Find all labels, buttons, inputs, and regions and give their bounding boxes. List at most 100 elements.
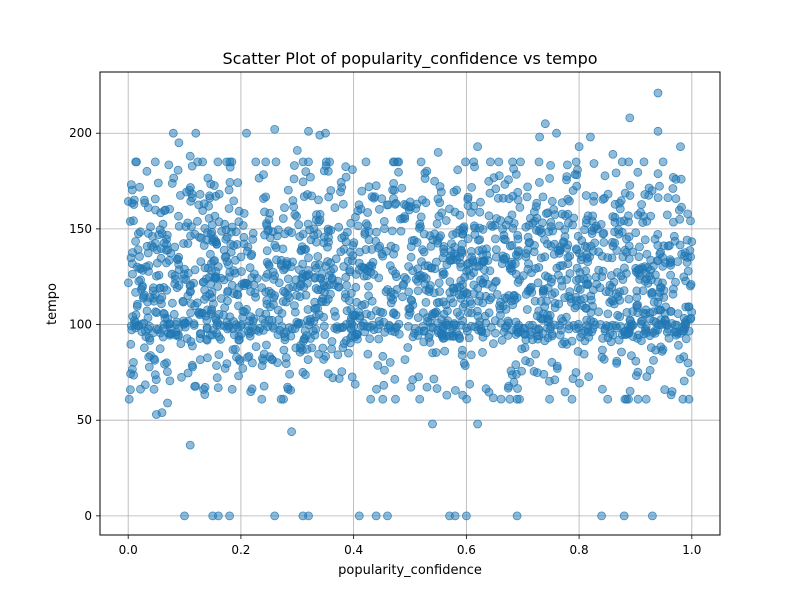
scatter-point bbox=[213, 318, 223, 327]
scatter-point bbox=[530, 207, 539, 217]
scatter-point bbox=[213, 282, 223, 291]
scatter-point bbox=[261, 157, 271, 167]
x-axis-label: popularity_confidence bbox=[338, 563, 482, 578]
scatter-point bbox=[371, 511, 381, 521]
scatter-point bbox=[531, 264, 540, 273]
scatter-point bbox=[560, 337, 569, 347]
scatter-point bbox=[230, 344, 240, 354]
scatter-point bbox=[371, 236, 381, 246]
scatter-point bbox=[641, 394, 651, 404]
scatter-point bbox=[404, 287, 414, 297]
scatter-point bbox=[162, 367, 172, 377]
scatter-point bbox=[126, 180, 136, 190]
scatter-point bbox=[515, 202, 525, 212]
scatter-point bbox=[241, 278, 251, 288]
scatter-point bbox=[333, 350, 343, 360]
scatter-point bbox=[633, 265, 643, 275]
scatter-point bbox=[394, 167, 403, 177]
scatter-point bbox=[186, 308, 196, 318]
scatter-point bbox=[512, 511, 522, 521]
scatter-point bbox=[205, 249, 215, 259]
scatter-point bbox=[337, 367, 347, 377]
scatter-point bbox=[202, 353, 212, 363]
scatter-point bbox=[310, 260, 320, 270]
scatter-point bbox=[631, 228, 641, 238]
scatter-point bbox=[346, 218, 356, 228]
scatter-point bbox=[440, 346, 450, 356]
scatter-point bbox=[491, 245, 501, 255]
scatter-point bbox=[581, 191, 591, 200]
scatter-point bbox=[534, 157, 544, 167]
scatter-point bbox=[429, 374, 439, 384]
scatter-point bbox=[536, 253, 546, 263]
scatter-point bbox=[336, 177, 346, 187]
scatter-point bbox=[554, 270, 563, 280]
scatter-point bbox=[568, 374, 578, 384]
scatter-point bbox=[486, 322, 496, 332]
scatter-point bbox=[637, 316, 646, 326]
scatter-point bbox=[675, 214, 685, 224]
scatter-point bbox=[476, 275, 486, 285]
scatter-point bbox=[496, 394, 506, 404]
scatter-point bbox=[673, 309, 683, 319]
scatter-point bbox=[626, 316, 635, 326]
scatter-point bbox=[465, 379, 475, 389]
scatter-point bbox=[679, 376, 689, 386]
scatter-point bbox=[245, 263, 255, 273]
scatter-point bbox=[389, 249, 399, 259]
scatter-point bbox=[648, 511, 657, 521]
scatter-point bbox=[545, 310, 555, 320]
scatter-point bbox=[203, 173, 213, 183]
scatter-point bbox=[262, 220, 272, 230]
scatter-point bbox=[400, 355, 410, 365]
scatter-point bbox=[485, 295, 494, 305]
scatter-point bbox=[389, 185, 399, 195]
scatter-point bbox=[185, 185, 194, 195]
scatter-point bbox=[195, 310, 205, 320]
scatter-point bbox=[251, 157, 261, 167]
scatter-point bbox=[499, 327, 509, 337]
scatter-point bbox=[596, 319, 605, 329]
scatter-point bbox=[130, 320, 139, 330]
scatter-point bbox=[653, 126, 663, 136]
scatter-point bbox=[338, 199, 348, 209]
scatter-point bbox=[495, 301, 505, 311]
scatter-point bbox=[314, 195, 323, 205]
scatter-point bbox=[511, 330, 521, 339]
scatter-point bbox=[433, 147, 443, 157]
scatter-point bbox=[383, 200, 393, 210]
scatter-point bbox=[618, 275, 628, 284]
scatter-point bbox=[595, 283, 605, 293]
scatter-point bbox=[633, 394, 643, 404]
scatter-point bbox=[200, 390, 210, 399]
scatter-point bbox=[666, 260, 676, 270]
scatter-point bbox=[169, 173, 179, 183]
scatter-point bbox=[430, 264, 440, 274]
scatter-point bbox=[231, 227, 241, 237]
scatter-point bbox=[619, 511, 629, 521]
scatter-point bbox=[432, 384, 442, 393]
scatter-point bbox=[216, 273, 226, 283]
scatter-point bbox=[332, 324, 342, 334]
scatter-point bbox=[166, 329, 176, 338]
scatter-point bbox=[563, 252, 573, 262]
scatter-point bbox=[162, 285, 172, 295]
scatter-point bbox=[158, 332, 168, 342]
scatter-point bbox=[584, 372, 594, 382]
scatter-point bbox=[441, 216, 451, 225]
scatter-point bbox=[404, 304, 414, 314]
scatter-point bbox=[139, 343, 149, 353]
scatter-point bbox=[522, 305, 532, 314]
scatter-point bbox=[174, 138, 184, 148]
scatter-point bbox=[225, 511, 235, 521]
scatter-point bbox=[682, 235, 692, 245]
scatter-point bbox=[434, 278, 444, 288]
scatter-point bbox=[681, 334, 691, 344]
scatter-point bbox=[213, 511, 223, 521]
scatter-point bbox=[329, 307, 339, 316]
scatter-point bbox=[169, 309, 179, 319]
scatter-point bbox=[614, 229, 624, 239]
scatter-point bbox=[677, 202, 686, 212]
scatter-point bbox=[163, 398, 173, 408]
scatter-point bbox=[342, 280, 352, 290]
